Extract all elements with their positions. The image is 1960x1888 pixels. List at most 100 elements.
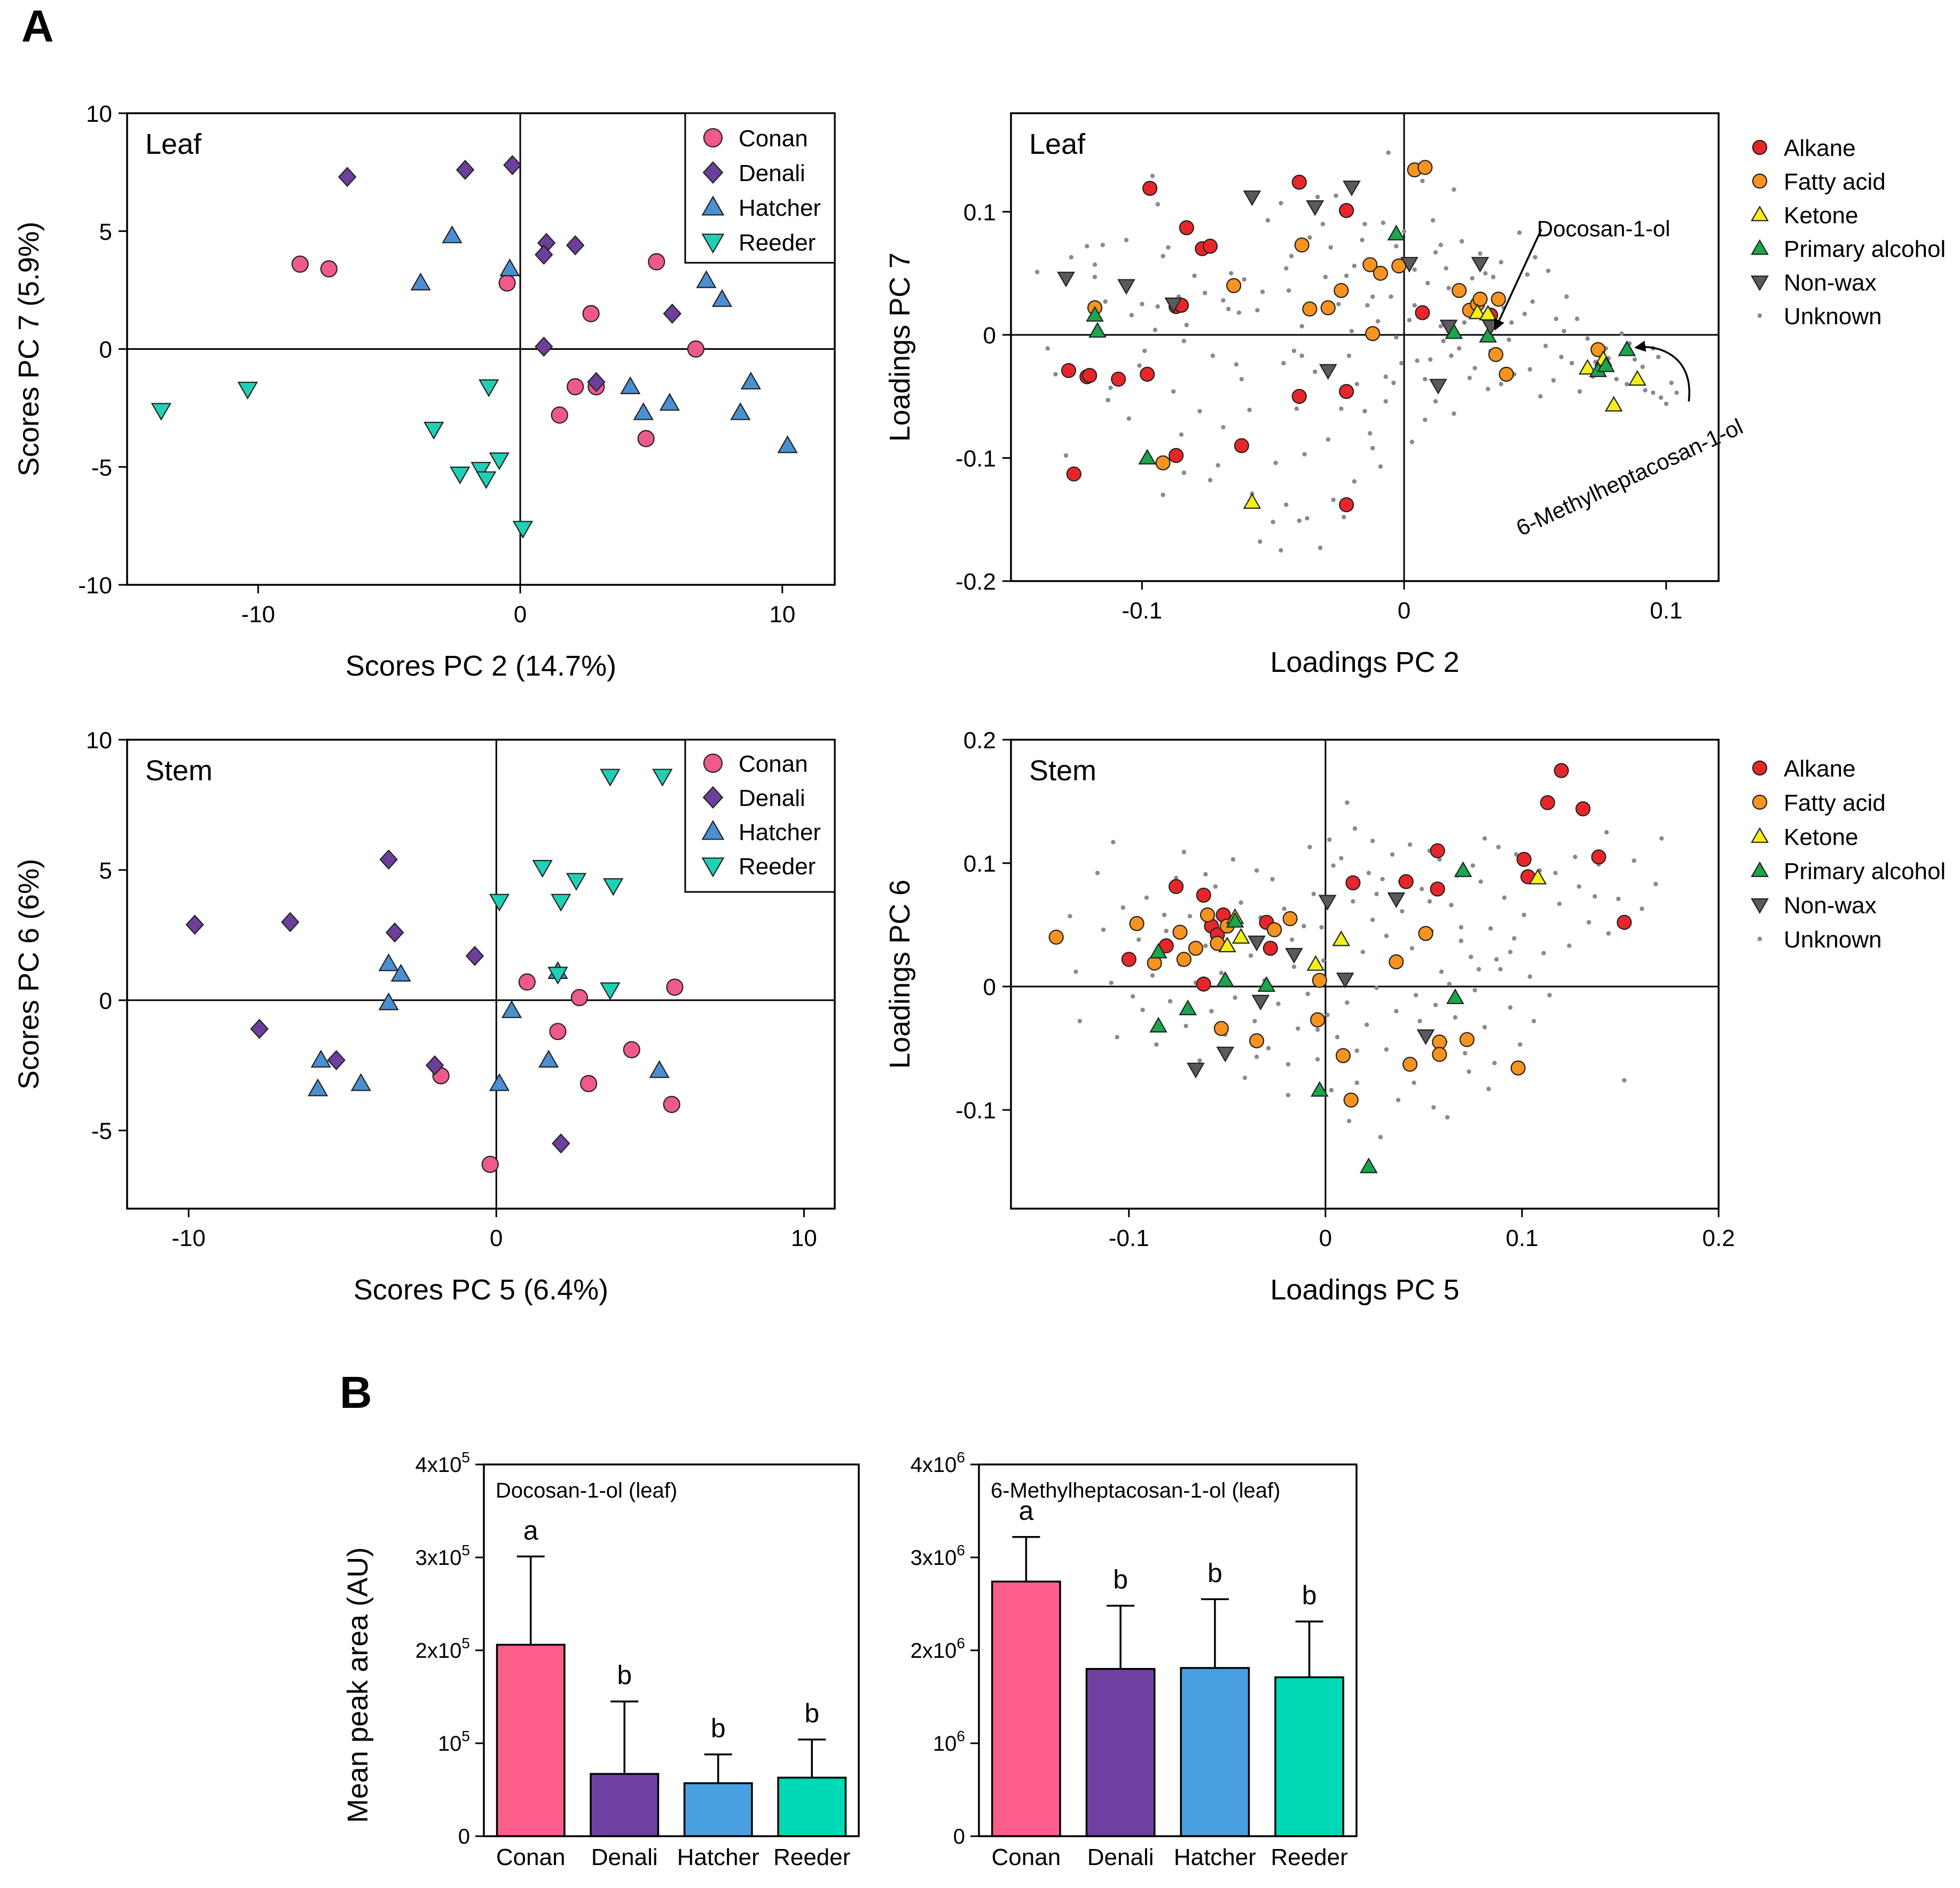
leaf-loadings-pc-2-point-unknown [1491, 275, 1496, 279]
6-methylheptacosan-1-ol-leaf-significance-letter-conan: a [1018, 1496, 1033, 1526]
stem-loadings-pc-5-x-tick-label: -0.1 [1109, 1225, 1149, 1251]
stem-loadings-pc-5-point-unknown [1390, 852, 1395, 857]
stem-loadings-pc-5-legend-marker-fatty-acid [1752, 794, 1768, 810]
stem-loadings-pc-5-point-unknown [1467, 1069, 1471, 1074]
stem-scores-pc-5-6-4-point-conan [570, 989, 588, 1007]
leaf-scores-pc-2-14-7-point-hatcher [410, 272, 431, 291]
leaf-loadings-pc-2-point-primary-alcohol [1138, 449, 1157, 465]
stem-loadings-pc-5-point-unknown [1187, 914, 1193, 919]
stem-loadings-pc-5-point-unknown [1577, 884, 1581, 889]
leaf-loadings-pc-2-point-unknown [1236, 310, 1242, 315]
leaf-loadings-pc-2-point-unknown [1459, 239, 1464, 244]
leaf-loadings-pc-2-point-unknown [1279, 201, 1283, 206]
leaf-scores-pc-2-14-7-legend-marker-reeder [701, 233, 725, 254]
stem-loadings-pc-5-point-alkane [1398, 874, 1414, 889]
6-methylheptacosan-1-ol-leaf-panel-title: 6-Methylheptacosan-1-ol (leaf) [991, 1479, 1280, 1502]
stem-loadings-pc-5-point-unknown [1120, 905, 1125, 910]
stem-loadings-pc-5-point-fatty-acid [1310, 1012, 1326, 1028]
leaf-loadings-pc-2-point-unknown [1425, 280, 1430, 286]
leaf-loadings-pc-2-point-unknown [1381, 220, 1386, 225]
stem-loadings-pc-5-point-unknown [1111, 840, 1116, 844]
stem-loadings-pc-5-point-unknown [1463, 1051, 1468, 1056]
leaf-loadings-pc-2-point-unknown [1108, 385, 1113, 390]
stem-loadings-pc-5-point-unknown [1449, 903, 1454, 907]
stem-loadings-pc-5-point-fatty-acid [1389, 954, 1404, 969]
stem-loadings-pc-5-point-unknown [1445, 1115, 1450, 1120]
stem-loadings-pc-5-point-unknown [1130, 994, 1135, 999]
leaf-loadings-pc-2-point-unknown [1378, 464, 1383, 469]
leaf-loadings-pc-2-point-unknown [1155, 304, 1161, 309]
stem-loadings-pc-5-point-unknown [1238, 900, 1243, 905]
stem-loadings-pc-5-point-non-wax [1416, 1029, 1435, 1045]
stem-loadings-pc-5-point-unknown [1478, 879, 1483, 884]
leaf-loadings-pc-2-point-unknown [1656, 355, 1661, 359]
stem-scores-pc-5-6-4-point-reeder [600, 769, 621, 787]
leaf-scores-pc-2-14-7-point-denali [587, 372, 606, 393]
stem-loadings-pc-5-point-unknown [1136, 937, 1141, 942]
stem-loadings-pc-5-point-unknown [1482, 836, 1487, 841]
stem-loadings-pc-5-point-fatty-acid [1282, 911, 1298, 927]
stem-loadings-pc-5-point-unknown [1632, 858, 1636, 863]
leaf-loadings-pc-2-x-tick-label: -0.1 [1122, 598, 1162, 624]
stem-loadings-pc-5-point-unknown [1181, 850, 1187, 855]
leaf-loadings-pc-2-point-unknown [1106, 397, 1110, 403]
leaf-loadings-pc-2-point-unknown [1412, 267, 1417, 272]
stem-scores-pc-5-6-4-point-denali [385, 922, 404, 943]
leaf-scores-pc-2-14-7-legend-marker-denali [702, 161, 724, 184]
stem-loadings-pc-5-point-unknown [1164, 928, 1169, 934]
stem-loadings-pc-5-point-primary-alcohol [1149, 1016, 1167, 1033]
stem-loadings-pc-5-point-unknown [1346, 1118, 1352, 1124]
stem-scores-pc-5-6-4-point-hatcher [390, 963, 411, 982]
6-methylheptacosan-1-ol-leaf-bar-reeder [1274, 1676, 1345, 1837]
leaf-loadings-pc-2-point-unknown [1452, 411, 1456, 416]
stem-loadings-pc-5-point-unknown [1370, 839, 1375, 843]
stem-loadings-pc-5-point-unknown [1364, 1022, 1369, 1027]
stem-scores-pc-5-6-4-legend-marker-conan [703, 753, 723, 773]
leaf-loadings-pc-2-point-unknown [1585, 336, 1590, 341]
stem-loadings-pc-5-point-alkane [1516, 852, 1532, 867]
stem-loadings-pc-5-point-fatty-acid [1312, 973, 1327, 988]
stem-loadings-pc-5-point-unknown [1527, 974, 1532, 979]
leaf-loadings-pc-2-point-unknown [1318, 545, 1323, 550]
stem-loadings-pc-5-point-unknown [1219, 970, 1224, 975]
leaf-loadings-pc-2-point-fatty-acid [1362, 257, 1378, 272]
leaf-loadings-pc-2-point-unknown [1221, 425, 1226, 430]
leaf-loadings-pc-2-point-unknown [1525, 272, 1530, 277]
stem-scores-pc-5-6-4-point-hatcher [501, 1000, 522, 1019]
stem-loadings-pc-5-point-unknown [1437, 857, 1442, 862]
leaf-loadings-pc-2-legend-marker-fatty-acid [1752, 173, 1768, 189]
stem-scores-pc-5-6-4-x-axis-label: Scores PC 5 (6.4%) [354, 1274, 608, 1306]
stem-scores-pc-5-6-4-point-conan [481, 1155, 499, 1173]
stem-loadings-pc-5-point-alkane [1540, 795, 1555, 810]
stem-loadings-pc-5-point-unknown [1209, 1009, 1214, 1014]
stem-loadings-pc-5-y-tick-label: 0.2 [963, 727, 996, 754]
leaf-loadings-pc-2-point-non-wax [1243, 190, 1261, 206]
leaf-loadings-pc-2-point-non-wax [1343, 181, 1361, 197]
leaf-loadings-pc-2-point-unknown [1034, 270, 1040, 275]
leaf-scores-pc-2-14-7-point-hatcher [633, 402, 654, 420]
stem-scores-pc-5-6-4-point-reeder [566, 873, 587, 891]
stem-loadings-pc-5-point-unknown [1305, 991, 1310, 997]
leaf-loadings-pc-2-legend-marker-alkane [1752, 139, 1768, 155]
leaf-loadings-pc-2-point-unknown [1124, 238, 1129, 242]
leaf-scores-pc-2-14-7-y-tick-label: -10 [78, 573, 112, 599]
leaf-loadings-pc-2-point-unknown [1271, 520, 1275, 524]
6-methylheptacosan-1-ol-leaf-category-label-denali: Denali [1087, 1844, 1154, 1870]
panel-a-label: A [21, 1, 54, 51]
leaf-loadings-pc-2-point-unknown [1092, 275, 1097, 279]
stem-loadings-pc-5-point-unknown [1470, 863, 1476, 868]
leaf-loadings-pc-2-legend-label-fatty-acid: Fatty acid [1784, 169, 1886, 195]
6-methylheptacosan-1-ol-leaf-y-tick-label: 106 [933, 1728, 965, 1756]
stem-loadings-pc-5-point-unknown [1573, 855, 1578, 859]
stem-scores-pc-5-6-4-legend-label-hatcher: Hatcher [739, 819, 821, 845]
docosan-1-ol-leaf-category-label-denali: Denali [591, 1844, 658, 1870]
stem-loadings-pc-5-point-unknown [1276, 1001, 1281, 1006]
stem-loadings-pc-5-point-unknown [1447, 982, 1452, 986]
stem-loadings-pc-5-point-unknown [1252, 1019, 1257, 1024]
leaf-scores-pc-2-14-7-point-hatcher [730, 402, 751, 420]
stem-loadings-pc-5-point-ketone [1528, 868, 1547, 884]
leaf-scores-pc-2-14-7-legend-label-reeder: Reeder [739, 230, 816, 256]
stem-loadings-pc-5-point-non-wax [1336, 973, 1354, 989]
leaf-scores-pc-2-14-7-point-reeder [489, 452, 510, 471]
leaf-loadings-pc-2-point-unknown [1103, 299, 1108, 304]
